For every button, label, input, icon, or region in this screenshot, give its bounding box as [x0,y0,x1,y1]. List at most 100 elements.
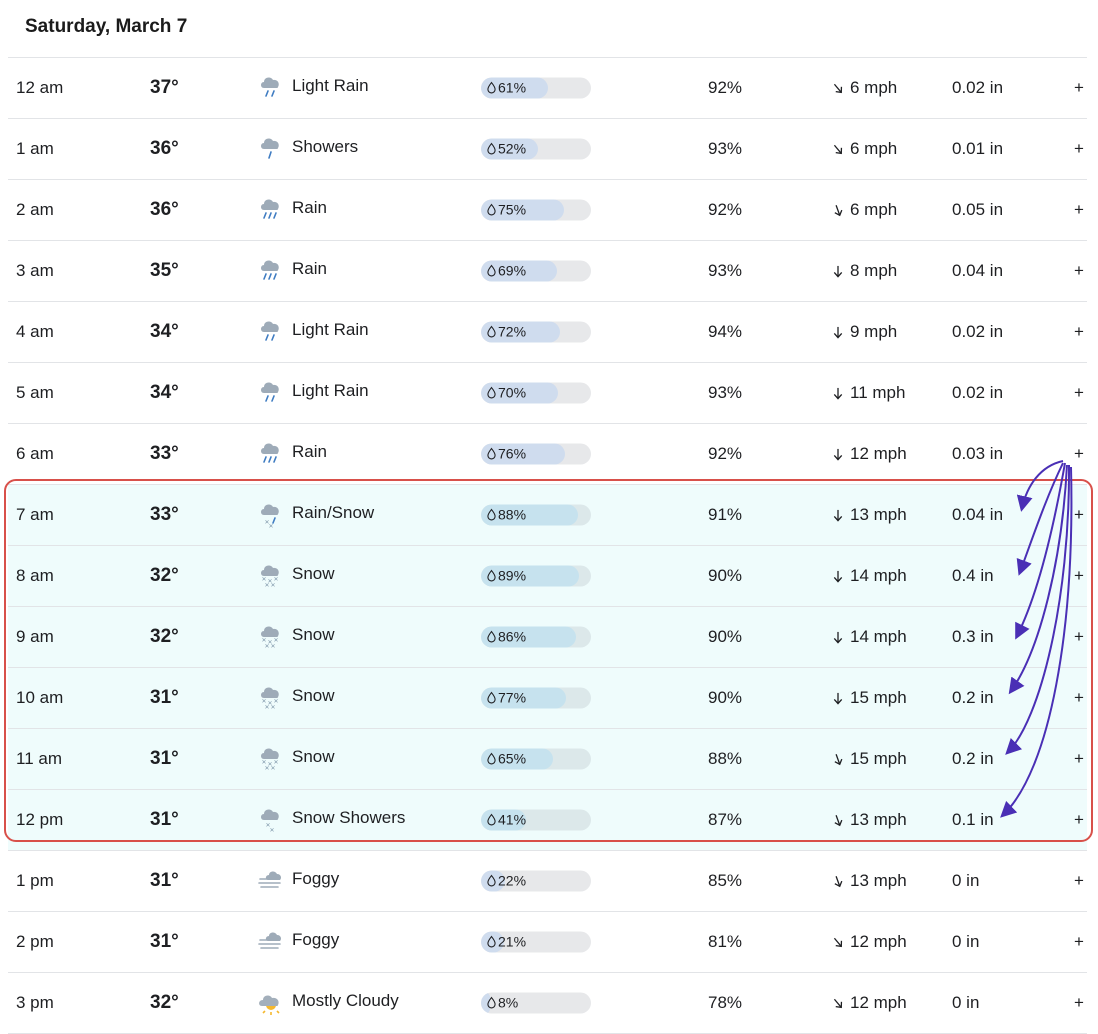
hour-row[interactable]: 5 am 34° Light Rain 70% 93% 11 mph 0.02 … [8,363,1087,424]
precip-value: 52% [498,140,527,157]
hour-row[interactable]: 8 am 32° ✕ ✕ ✕ ✕ ✕ Snow 89% 90% 14 mph 0.4 i… [8,546,1087,607]
expand-row-button[interactable]: + [1074,383,1084,402]
hour-row[interactable]: 9 am 32° ✕ ✕ ✕ ✕ ✕ Snow 86% 90% 14 mph 0.3 i… [8,607,1087,668]
svg-text:✕: ✕ [273,698,278,705]
wind-speed: 13 mph [850,871,907,890]
wind-arrow-icon [833,631,843,644]
wind-arrow-icon [833,265,843,278]
expand-row-button[interactable]: + [1074,200,1084,219]
hour-temp: 37° [150,77,179,98]
raindrop-icon [487,142,496,155]
hour-precip-amount: 0.02 in [952,383,1004,402]
raindrop-icon [487,935,496,948]
expand-row-button[interactable]: + [1074,322,1084,341]
precip-value: 8% [498,994,519,1011]
hour-humidity: 92% [708,78,743,97]
expand-row-button[interactable]: + [1074,139,1084,158]
hour-time: 9 am [16,627,54,646]
expand-row-button[interactable]: + [1074,505,1084,524]
expand-row-button[interactable]: + [1074,749,1084,768]
expand-row-button[interactable]: + [1074,566,1084,585]
hour-condition: Foggy [292,869,340,888]
expand-row-button[interactable]: + [1074,871,1084,890]
snow-icon: ✕ ✕ ✕ ✕ ✕ [257,622,283,652]
hour-condition: Rain/Snow [292,503,375,522]
hour-wind: 6 mph [832,139,897,159]
hour-row[interactable]: 4 am 34° Light Rain 72% 94% 9 mph 0.02 i… [8,302,1087,363]
expand-row-button[interactable]: + [1074,688,1084,707]
raindrop-icon [487,447,496,460]
precip-value: 76% [498,445,527,462]
raindrop-icon [487,874,496,887]
hour-row[interactable]: 7 am 33° ✕ ✕ Rain/Snow 88% 91% 13 mph 0.0… [8,485,1087,546]
precip-chance: 86% [481,626,591,648]
raindrop-icon [487,325,496,338]
expand-row-button[interactable]: + [1074,627,1084,646]
raindrop-icon [487,508,496,521]
hour-row[interactable]: 12 am 37° Light Rain 61% 92% 6 mph 0.02 … [8,58,1087,119]
hour-row[interactable]: 2 pm 31° Foggy 21% 81% 12 mph 0 in + [8,912,1087,973]
hour-row[interactable]: 3 am 35° Rain 69% 93% 8 mph 0.04 in + [8,241,1087,302]
hour-precip-amount: 0.04 in [952,505,1004,524]
hour-wind: 12 mph [832,993,907,1013]
hour-row[interactable]: 11 am 31° ✕ ✕ ✕ ✕ ✕ Snow 65% 88% 15 mph 0.2 … [8,729,1087,790]
precip-bar-fill [481,931,505,953]
hour-temp: 31° [150,870,179,891]
fog-icon [257,927,283,957]
svg-text:✕: ✕ [268,524,273,530]
hour-humidity: 87% [708,810,743,829]
hour-time: 11 am [16,749,62,768]
svg-text:✕: ✕ [269,828,274,834]
precip-bar-fill [481,748,553,770]
precip-value: 75% [498,201,527,218]
hour-row[interactable]: 2 am 36° Rain 75% 92% 6 mph 0.05 in + [8,180,1087,241]
raindrop-icon [487,691,496,704]
hour-condition: Mostly Cloudy [292,991,399,1010]
precip-bar-fill [481,992,490,1014]
expand-row-button[interactable]: + [1074,993,1084,1012]
hour-humidity: 90% [708,566,743,585]
hour-wind: 12 mph [832,444,907,464]
expand-row-button[interactable]: + [1074,444,1084,463]
precip-bar-fill [481,504,578,526]
expand-row-button[interactable]: + [1074,261,1084,280]
hour-row[interactable]: 6 am 33° Rain 76% 92% 12 mph 0.03 in + [8,424,1087,485]
wind-arrow-icon [833,509,843,522]
precip-chance: 70% [481,382,591,404]
hour-precip-amount: 0.03 in [952,444,1004,463]
svg-text:✕: ✕ [261,576,266,583]
svg-text:✕: ✕ [261,698,266,705]
raindrop-icon [487,264,496,277]
wind-speed: 8 mph [850,261,898,280]
raindrop-icon [487,630,496,643]
expand-row-button[interactable]: + [1074,932,1084,951]
hourly-table: 12 am 37° Light Rain 61% 92% 6 mph 0.02 … [8,57,1087,1034]
precip-value: 86% [498,628,527,645]
hour-temp: 32° [150,565,179,586]
precip-bar-fill [481,870,506,892]
hour-wind: 6 mph [832,200,897,220]
raindrop-icon [487,752,496,765]
precip-value: 41% [498,811,527,828]
expand-row-button[interactable]: + [1074,78,1084,97]
hour-precip-amount: 0.3 in [952,627,994,646]
hour-humidity: 88% [708,749,743,768]
hour-temp: 32° [150,992,179,1013]
hour-precip-amount: 0.2 in [952,688,994,707]
wind-arrow-icon [833,448,843,461]
hour-row[interactable]: 12 pm 31° ✕ ✕ Snow Showers 41% 87% 13 mph… [8,790,1087,851]
precip-bar-fill [481,443,565,465]
hour-condition: Rain [292,259,327,278]
hour-precip-amount: 0.02 in [952,78,1004,97]
svg-text:✕: ✕ [264,704,269,711]
hour-row[interactable]: 10 am 31° ✕ ✕ ✕ ✕ ✕ Snow 77% 90% 15 mph 0.2 … [8,668,1087,729]
hour-row[interactable]: 1 am 36° Showers 52% 93% 6 mph 0.01 in + [8,119,1087,180]
expand-row-button[interactable]: + [1074,810,1084,829]
hour-row[interactable]: 1 pm 31° Foggy 22% 85% 13 mph 0 in + [8,851,1087,912]
wind-speed: 12 mph [850,932,907,951]
wind-speed: 13 mph [850,810,907,829]
wind-arrow-icon [833,83,843,93]
precip-bar-fill [481,565,579,587]
precip-bar-fill [481,687,566,709]
hour-row[interactable]: 3 pm 32° Mostly Cloudy 8% 78% 12 mph 0 i… [8,973,1087,1034]
